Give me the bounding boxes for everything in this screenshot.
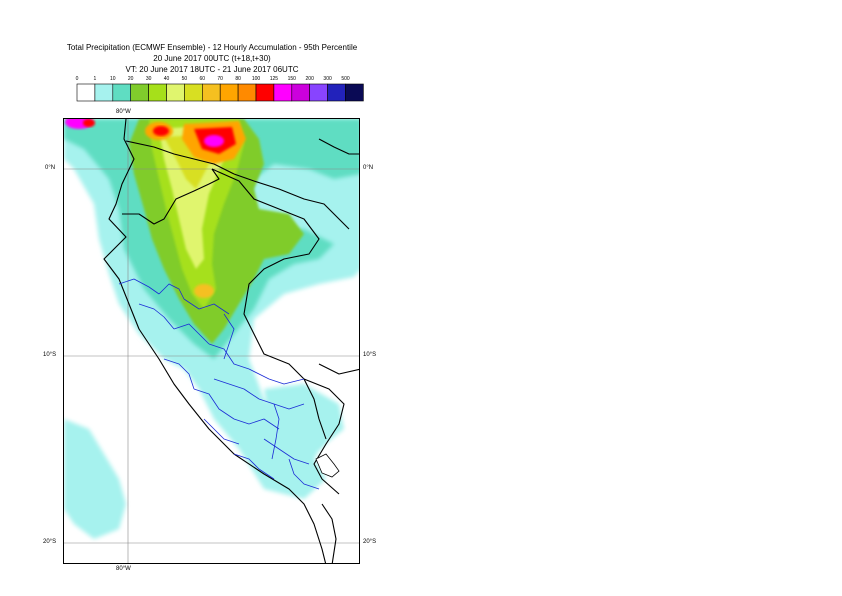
colorbar-tick-label: 20 (128, 76, 134, 82)
colorbar-tick-label: 70 (217, 76, 223, 82)
lat-label-10-left: 10°S (43, 352, 57, 358)
colorbar-tick-label: 60 (200, 76, 206, 82)
colorbar-swatch (327, 83, 346, 102)
lat-label-0-left: 0°N (45, 165, 56, 171)
lat-label-0-right: 0°N (363, 165, 374, 171)
map-subtitle-run: 20 June 2017 00UTC (t+18,t+30) (153, 54, 271, 63)
colorbar-swatch (345, 83, 364, 102)
colorbar-swatch (237, 83, 257, 102)
colorbar-tick-label: 40 (164, 76, 170, 82)
lake-titicaca (315, 453, 340, 478)
lat-label-20-right: 20°S (363, 539, 377, 545)
border-bolivia-chile (321, 503, 337, 563)
border-colombia-venezuela (318, 138, 359, 155)
precip-band-1-10-coast (64, 419, 126, 539)
precipitation-map (63, 118, 360, 564)
colorbar-tick-label: 500 (341, 76, 350, 82)
border-brazil-north (233, 173, 350, 230)
colorbar-tick-label: 100 (252, 76, 261, 82)
colorbar-swatch (166, 83, 185, 102)
precip-core-north-east-magenta (204, 135, 224, 147)
colorbar-tick-label: 10 (110, 76, 116, 82)
colorbar-tick-label: 30 (146, 76, 152, 82)
colorbar-swatch (309, 83, 328, 102)
border-brazil-bolivia (318, 363, 359, 375)
colorbar-swatch (219, 83, 239, 102)
map-canvas (64, 119, 359, 563)
map-title: Total Precipitation (ECMWF Ensemble) - 1… (66, 43, 358, 52)
graticule (64, 119, 359, 563)
border-peru-colombia-brazil (211, 168, 327, 440)
colorbar-tick-label: 150 (288, 76, 297, 82)
colorbar-swatch (273, 83, 293, 102)
coastline-pacific (103, 119, 327, 563)
colorbar-swatch (76, 83, 96, 102)
colorbar-swatch (112, 83, 132, 102)
colorbar-swatch (130, 83, 149, 102)
lat-label-10-right: 10°S (363, 352, 377, 358)
colorbar-swatch (184, 83, 203, 102)
colorbar-swatch (94, 83, 114, 102)
colorbar-tick-label: 200 (306, 76, 315, 82)
colorbar-tick-label: 80 (235, 76, 241, 82)
border-colombia-ecuador (125, 140, 235, 175)
colorbar-tick-label: 125 (270, 76, 279, 82)
precip-core-north-west-red (153, 126, 169, 136)
lon-label-top: 80°W (116, 109, 131, 115)
country-borders (103, 119, 359, 563)
region-borders (118, 278, 320, 490)
colorbar-tick-label: 300 (323, 76, 332, 82)
colorbar-tick-label: 1 (94, 76, 97, 82)
border-peru-bolivia (303, 378, 345, 495)
border-ecuador-peru (122, 168, 220, 225)
colorbar-swatch (291, 83, 310, 102)
colorbar-tick-label: 0 (76, 76, 79, 82)
colorbar-swatch (148, 83, 167, 102)
colorbar-swatch (255, 83, 275, 102)
precip-core-60-70 (194, 284, 214, 298)
precip-core-corner-red (83, 119, 95, 127)
lon-label-bottom: 80°W (116, 566, 131, 572)
colorbar-swatch (202, 83, 221, 102)
lat-label-20-left: 20°S (43, 539, 57, 545)
map-subtitle-valid-time: VT: 20 June 2017 18UTC - 21 June 2017 06… (125, 65, 299, 74)
colorbar-tick-label: 50 (182, 76, 188, 82)
